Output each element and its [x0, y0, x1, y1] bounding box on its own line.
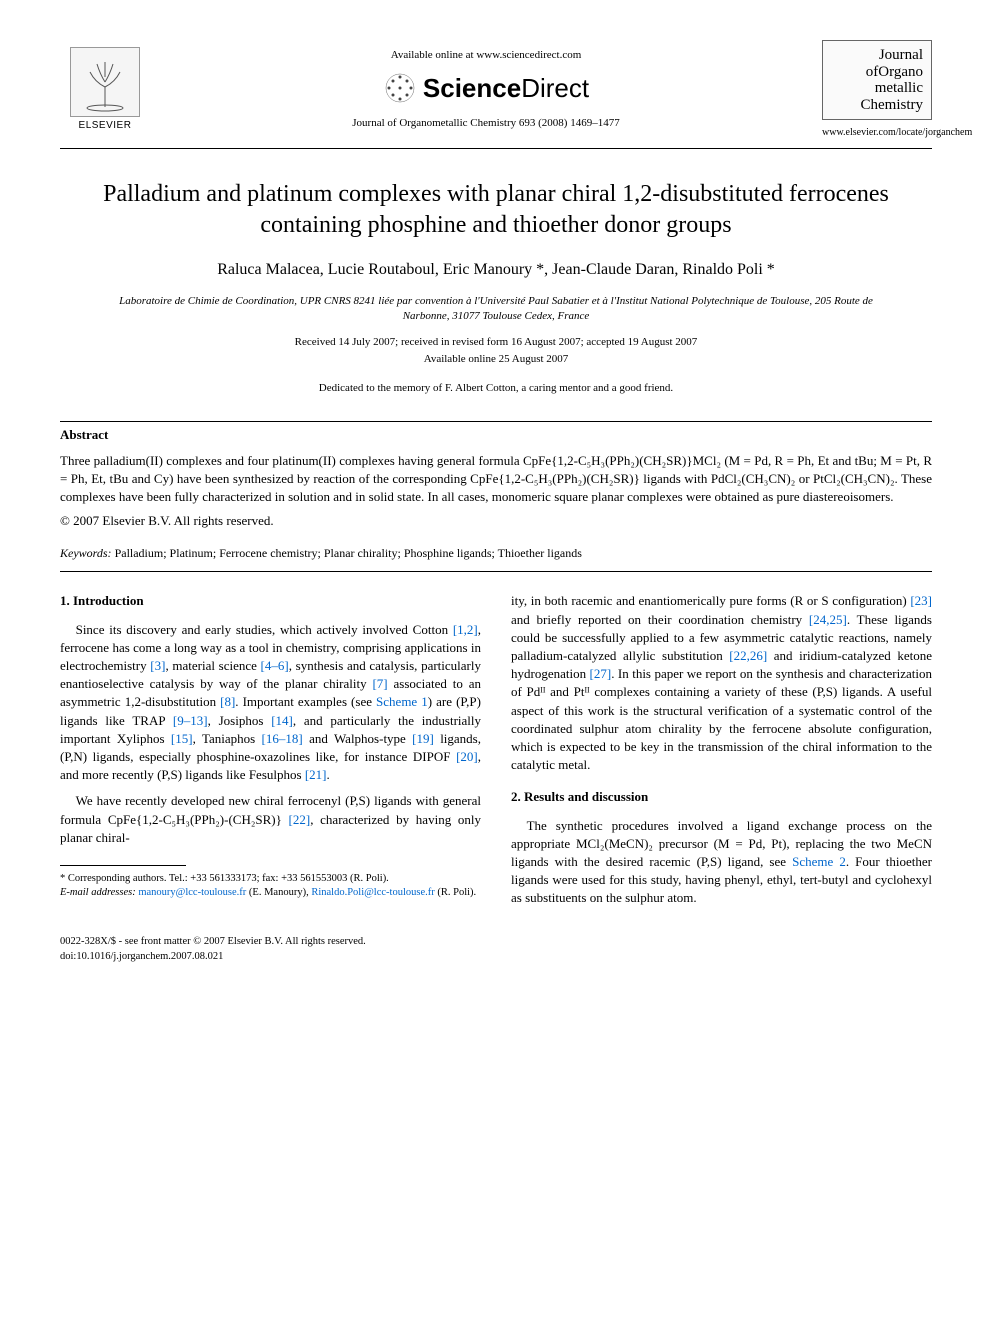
- right-column: ity, in both racemic and enantiomericall…: [511, 592, 932, 915]
- brand-light: Direct: [521, 73, 589, 103]
- email-link-1[interactable]: manoury@lcc-toulouse.fr: [138, 887, 246, 898]
- abstract-rule-bottom: [60, 571, 932, 572]
- scheme-2-link[interactable]: Scheme 2: [792, 854, 846, 869]
- issn-line: 0022-328X/$ - see front matter © 2007 El…: [60, 935, 932, 950]
- email-footnote: E-mail addresses: manoury@lcc-toulouse.f…: [60, 886, 481, 900]
- elsevier-tree-icon: [70, 47, 140, 117]
- cite-3[interactable]: [3]: [150, 658, 165, 673]
- jl-line4: Chemistry: [831, 97, 923, 114]
- keywords-label: Keywords:: [60, 546, 112, 560]
- intro-para-2-cont: ity, in both racemic and enantiomericall…: [511, 592, 932, 774]
- cite-23[interactable]: [23]: [910, 593, 932, 608]
- corresponding-footnote: * Corresponding authors. Tel.: +33 56133…: [60, 872, 481, 886]
- header-rule: [60, 148, 932, 149]
- publisher-logo: ELSEVIER: [60, 47, 150, 133]
- cite-20[interactable]: [20]: [456, 749, 478, 764]
- abstract-heading: Abstract: [60, 426, 932, 444]
- intro-heading: 1. Introduction: [60, 592, 481, 610]
- intro-para-2: We have recently developed new chiral fe…: [60, 792, 481, 847]
- body-columns: 1. Introduction Since its discovery and …: [60, 592, 932, 915]
- affiliation: Laboratoire de Chimie de Coordination, U…: [60, 294, 932, 325]
- cite-9-13[interactable]: [9–13]: [173, 713, 208, 728]
- cite-15[interactable]: [15]: [171, 731, 193, 746]
- journal-reference: Journal of Organometallic Chemistry 693 …: [150, 116, 822, 131]
- online-date: Available online 25 August 2007: [60, 352, 932, 367]
- cite-24-25[interactable]: [24,25]: [809, 612, 847, 627]
- email-link-2[interactable]: Rinaldo.Poli@lcc-toulouse.fr: [311, 887, 434, 898]
- journal-url: www.elsevier.com/locate/jorganchem: [822, 126, 932, 140]
- journal-logo: Journal ofOrgano metallic Chemistry www.…: [822, 40, 932, 140]
- sciencedirect-logo: ScienceDirect: [150, 70, 822, 106]
- cite-1-2[interactable]: [1,2]: [453, 622, 478, 637]
- cite-21[interactable]: [21]: [305, 767, 327, 782]
- journal-logo-box: Journal ofOrgano metallic Chemistry: [822, 40, 932, 120]
- jl-line2: ofOrgano: [831, 64, 923, 81]
- article-title: Palladium and platinum complexes with pl…: [60, 179, 932, 241]
- available-online-text: Available online at www.sciencedirect.co…: [150, 48, 822, 63]
- cite-19[interactable]: [19]: [412, 731, 434, 746]
- cite-4-6[interactable]: [4–6]: [261, 658, 289, 673]
- results-heading: 2. Results and discussion: [511, 788, 932, 806]
- jl-line3: metallic: [831, 80, 923, 97]
- publisher-name: ELSEVIER: [79, 119, 132, 133]
- results-para-1: The synthetic procedures involved a liga…: [511, 817, 932, 908]
- sciencedirect-text: ScienceDirect: [423, 70, 589, 106]
- received-dates: Received 14 July 2007; received in revis…: [60, 335, 932, 350]
- footnote-rule: [60, 865, 186, 866]
- doi-line: doi:10.1016/j.jorganchem.2007.08.021: [60, 950, 932, 965]
- email-label: E-mail addresses:: [60, 887, 136, 898]
- cite-16-18[interactable]: [16–18]: [262, 731, 303, 746]
- left-column: 1. Introduction Since its discovery and …: [60, 592, 481, 915]
- cite-8[interactable]: [8]: [220, 694, 235, 709]
- cite-14[interactable]: [14]: [271, 713, 293, 728]
- cite-7[interactable]: [7]: [372, 676, 387, 691]
- abstract-copyright: © 2007 Elsevier B.V. All rights reserved…: [60, 512, 932, 530]
- keywords: Keywords: Palladium; Platinum; Ferrocene…: [60, 545, 932, 562]
- brand-bold: Science: [423, 73, 521, 103]
- cite-22-26[interactable]: [22,26]: [729, 648, 767, 663]
- header-row: ELSEVIER Available online at www.science…: [60, 40, 932, 140]
- cite-22[interactable]: [22]: [289, 812, 311, 827]
- scheme-1-link[interactable]: Scheme 1: [376, 694, 428, 709]
- keywords-text: Palladium; Platinum; Ferrocene chemistry…: [112, 546, 582, 560]
- center-header: Available online at www.sciencedirect.co…: [150, 48, 822, 131]
- cite-27[interactable]: [27]: [590, 666, 612, 681]
- intro-para-1: Since its discovery and early studies, w…: [60, 621, 481, 785]
- page-footer: 0022-328X/$ - see front matter © 2007 El…: [60, 935, 932, 964]
- jl-line1: Journal: [831, 47, 923, 64]
- abstract-text: Three palladium(II) complexes and four p…: [60, 452, 932, 507]
- authors: Raluca Malacea, Lucie Routaboul, Eric Ma…: [60, 259, 932, 281]
- dedication: Dedicated to the memory of F. Albert Cot…: [60, 381, 932, 396]
- sciencedirect-ball-icon: [383, 71, 417, 105]
- abstract-rule-top: [60, 421, 932, 422]
